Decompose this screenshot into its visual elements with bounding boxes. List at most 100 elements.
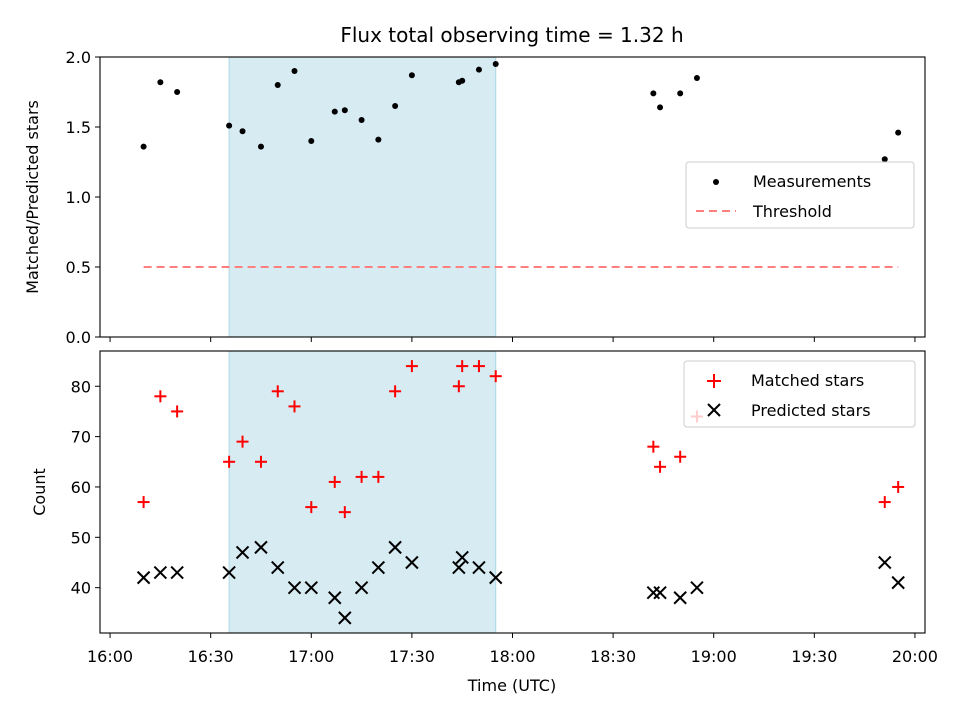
matched-star-point xyxy=(674,450,687,463)
measurement-point xyxy=(291,68,298,74)
count-y-ticks: 40 50 60 70 80 xyxy=(71,377,100,598)
measurement-point xyxy=(174,89,181,95)
legend-measurements-label: Measurements xyxy=(753,172,871,191)
predicted-star-point xyxy=(170,565,184,580)
predicted-star-point xyxy=(673,591,687,605)
y-tick-label: 1.5 xyxy=(66,118,91,137)
predicted-star-point xyxy=(235,545,250,560)
count-legend: Matched stars Predicted stars xyxy=(683,360,916,428)
matched-star-point xyxy=(452,380,465,393)
predicted-star-point xyxy=(287,580,302,595)
predicted-star-point xyxy=(304,580,318,595)
matched-star-point xyxy=(271,385,284,398)
matched-star-point xyxy=(489,370,502,383)
predicted-star-point xyxy=(455,550,469,565)
measurement-point xyxy=(257,143,264,150)
measurement-point xyxy=(274,82,281,88)
x-tick-label: 19:30 xyxy=(791,647,837,666)
chart-title: Flux total observing time = 1.32 h xyxy=(340,23,683,47)
shaded-span-fill xyxy=(229,351,496,633)
matched-star-point xyxy=(878,496,891,509)
measurement-point xyxy=(157,79,164,86)
matched-star-point xyxy=(288,400,301,413)
matched-star-point xyxy=(372,470,385,483)
x-tick-label: 16:30 xyxy=(188,647,234,666)
y-tick-label: 70 xyxy=(71,428,91,447)
count-series xyxy=(136,360,905,625)
legend-measurements-marker xyxy=(713,179,719,185)
measurement-point xyxy=(650,90,657,97)
measurement-point xyxy=(677,90,684,97)
measurement-point xyxy=(657,104,664,111)
x-tick-label: 19:00 xyxy=(691,647,737,666)
ratio-series xyxy=(140,61,902,268)
ratio-legend-box xyxy=(685,161,915,229)
y-tick-label: 1.0 xyxy=(66,188,91,207)
predicted-star-point xyxy=(222,565,236,580)
matched-star-point xyxy=(305,501,318,514)
predicted-star-point xyxy=(891,575,905,590)
measurement-point xyxy=(358,117,365,123)
predicted-star-point xyxy=(489,570,503,585)
ratio-panel: 0.00.51.01.52.0 Matched/Predicted stars … xyxy=(23,48,926,347)
x-tick-label: 16:00 xyxy=(87,647,133,666)
ratio-y-ticks: 0.0 0.5 1.0 1.5 2.0 xyxy=(66,48,100,347)
legend-matched-marker xyxy=(707,374,721,388)
predicted-star-point xyxy=(328,591,342,605)
measurement-point xyxy=(239,128,246,135)
observing-window-span-top xyxy=(228,57,497,337)
measurement-point xyxy=(341,107,348,114)
matched-star-point xyxy=(154,390,167,403)
ratio-legend: Measurements Threshold xyxy=(685,161,915,229)
predicted-star-point xyxy=(371,560,386,575)
y-tick-label: 0.0 xyxy=(66,328,91,347)
matched-star-point xyxy=(892,480,905,493)
measurement-point xyxy=(693,75,700,81)
matched-star-point xyxy=(236,435,249,448)
predicted-star-point xyxy=(338,611,352,625)
legend-predicted-label: Predicted stars xyxy=(751,401,871,420)
predicted-star-point xyxy=(388,540,402,555)
y-tick-label: 40 xyxy=(71,579,91,598)
matched-star-point xyxy=(328,475,341,488)
y-tick-label: 2.0 xyxy=(66,48,91,67)
matched-star-point xyxy=(338,506,351,519)
predicted-star-point xyxy=(405,555,419,570)
predicted-star-point xyxy=(878,555,892,570)
x-axis-label: Time (UTC) xyxy=(467,676,556,695)
x-tick-label: 18:00 xyxy=(489,647,535,666)
count-legend-box xyxy=(683,360,916,428)
y-tick-label: 60 xyxy=(71,478,91,497)
measurement-point xyxy=(492,61,499,67)
predicted-star-point xyxy=(452,560,466,575)
matched-star-point xyxy=(223,455,236,468)
predicted-star-point xyxy=(136,570,151,585)
y-tick-label: 50 xyxy=(71,528,91,547)
x-tick-label: 20:00 xyxy=(892,647,938,666)
predicted-star-point xyxy=(472,560,486,575)
predicted-star-point xyxy=(690,580,704,595)
legend-threshold-label: Threshold xyxy=(752,202,832,221)
predicted-star-point xyxy=(153,565,168,580)
x-tick-label: 18:30 xyxy=(590,647,636,666)
x-tick-label: 17:30 xyxy=(389,647,435,666)
count-panel: 16:00 16:30 17:00 17:30 18:00 18:30 19:00 19:30… xyxy=(30,350,938,666)
count-x-ticks: 16:00 16:30 17:00 17:30 18:00 18:30 19:00 19:30… xyxy=(87,633,938,666)
predicted-star-point xyxy=(254,540,268,555)
observing-window-span-bottom xyxy=(228,351,497,633)
predicted-star-point xyxy=(354,580,369,595)
measurement-point xyxy=(331,108,338,115)
matched-star-point xyxy=(405,360,418,373)
matched-star-point xyxy=(137,496,150,509)
measurement-point xyxy=(408,72,415,79)
predicted-star-point xyxy=(271,560,285,575)
predicted-star-point xyxy=(653,586,667,600)
x-tick-label: 17:00 xyxy=(288,647,334,666)
matched-star-point xyxy=(254,455,267,468)
matched-star-point xyxy=(389,385,402,398)
matched-star-point xyxy=(456,360,469,373)
y-tick-label: 0.5 xyxy=(66,258,91,277)
matched-star-point xyxy=(171,405,184,418)
measurement-point xyxy=(375,136,382,143)
